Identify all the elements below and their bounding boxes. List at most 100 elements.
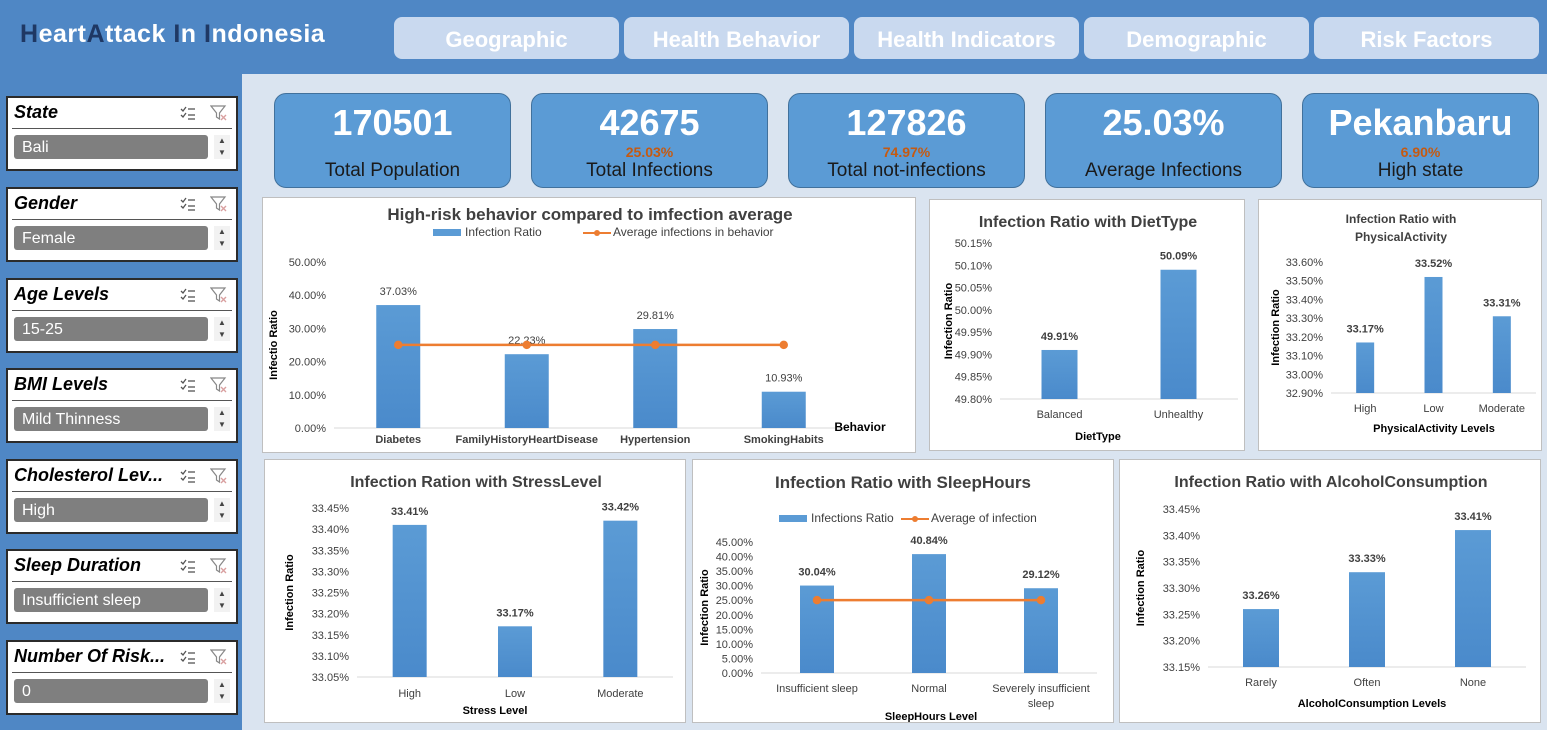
nav-demographic-button[interactable]: Demographic: [1084, 17, 1309, 59]
bar-2[interactable]: [1455, 530, 1491, 667]
chart-stress-level[interactable]: Infection Ration with StressLevel 33.05% 3…: [264, 459, 686, 723]
slicer-selected-item[interactable]: 0: [14, 679, 208, 703]
y-tick-label: 33.45%: [312, 503, 350, 515]
average-marker-1[interactable]: [924, 595, 934, 605]
scroll-down-icon[interactable]: ▼: [218, 601, 226, 610]
bar-0[interactable]: [1356, 342, 1375, 393]
bar-2[interactable]: [1492, 316, 1511, 393]
average-marker-0[interactable]: [812, 595, 822, 605]
slicer-1[interactable]: Gender Female ▲ ▼: [6, 187, 238, 262]
y-tick-label: 33.30%: [1163, 583, 1201, 595]
slicer-4[interactable]: Cholesterol Lev... High ▲ ▼: [6, 459, 238, 534]
clear-filter-icon[interactable]: [210, 557, 228, 575]
chart-sleep-hours[interactable]: Infection Ratio with SleepHours Infection…: [692, 459, 1114, 723]
scroll-up-icon[interactable]: ▲: [218, 680, 226, 689]
y-tick-label: 33.20%: [1286, 332, 1324, 344]
nav-geographic-button[interactable]: Geographic: [394, 17, 619, 59]
multi-select-icon[interactable]: [180, 650, 196, 664]
x-tick-label: Low: [505, 688, 525, 700]
slicer-5[interactable]: Sleep Duration Insufficient sleep ▲ ▼: [6, 549, 238, 624]
slicer-selected-item[interactable]: 15-25: [14, 317, 208, 341]
bar-1[interactable]: [498, 626, 532, 677]
slicer-scrollbar[interactable]: ▲ ▼: [214, 317, 230, 341]
scroll-up-icon[interactable]: ▲: [218, 318, 226, 327]
slicer-scrollbar[interactable]: ▲ ▼: [214, 407, 230, 431]
clear-filter-icon[interactable]: [210, 195, 228, 213]
scroll-up-icon[interactable]: ▲: [218, 408, 226, 417]
multi-select-icon[interactable]: [180, 378, 196, 392]
bar-1[interactable]: [504, 354, 549, 428]
scroll-up-icon[interactable]: ▲: [218, 589, 226, 598]
clear-filter-icon[interactable]: [210, 467, 228, 485]
multi-select-icon[interactable]: [180, 469, 196, 483]
chart-title: Infection Ratio with: [1346, 212, 1457, 226]
bar-0[interactable]: [1243, 609, 1279, 667]
x-tick-label: Moderate: [1479, 403, 1525, 415]
bar-2[interactable]: [603, 520, 638, 677]
bar-0[interactable]: [376, 305, 421, 428]
average-marker-2[interactable]: [651, 340, 660, 350]
bar-1[interactable]: [1160, 269, 1197, 399]
slicer-2[interactable]: Age Levels 15-25 ▲ ▼: [6, 278, 238, 353]
scroll-up-icon[interactable]: ▲: [218, 499, 226, 508]
slicer-3[interactable]: BMI Levels Mild Thinness ▲ ▼: [6, 368, 238, 443]
y-tick-label: 10.00%: [289, 390, 327, 402]
multi-select-icon[interactable]: [180, 559, 196, 573]
slicer-scrollbar[interactable]: ▲ ▼: [214, 498, 230, 522]
chart-title: Infection Ratio with SleepHours: [775, 473, 1031, 492]
x-tick-label: sleep: [1028, 698, 1054, 710]
chart-alcohol-consumption[interactable]: Infection Ratio with AlcoholConsumption 3…: [1119, 459, 1541, 723]
multi-select-icon[interactable]: [180, 106, 196, 120]
slicer-selected-item[interactable]: Mild Thinness: [14, 407, 208, 431]
scroll-down-icon[interactable]: ▼: [218, 330, 226, 339]
legend-label: Infections Ratio: [811, 511, 894, 525]
scroll-down-icon[interactable]: ▼: [218, 420, 226, 429]
average-marker-1[interactable]: [522, 340, 531, 350]
bar-1[interactable]: [1349, 572, 1385, 667]
average-marker-2[interactable]: [1036, 595, 1046, 605]
scroll-up-icon[interactable]: ▲: [218, 136, 226, 145]
x-tick-label: Diabetes: [375, 434, 421, 446]
average-marker-0[interactable]: [394, 340, 403, 350]
chart-physical-activity[interactable]: Infection Ratio with PhysicalActivity 32.9…: [1258, 199, 1542, 451]
clear-filter-icon[interactable]: [210, 104, 228, 122]
slicer-0[interactable]: State Bali ▲ ▼: [6, 96, 238, 171]
scroll-down-icon[interactable]: ▼: [218, 692, 226, 701]
slicer-scrollbar[interactable]: ▲ ▼: [214, 135, 230, 159]
slicer-selected-item[interactable]: High: [14, 498, 208, 522]
slicer-6[interactable]: Number Of Risk... 0 ▲ ▼: [6, 640, 238, 715]
clear-filter-icon[interactable]: [210, 648, 228, 666]
chart-diet-type[interactable]: Infection Ratio with DietType 49.80% 49.85…: [929, 199, 1245, 451]
nav-risk-factors-button[interactable]: Risk Factors: [1314, 17, 1539, 59]
nav-health-behavior-button[interactable]: Health Behavior: [624, 17, 849, 59]
clear-filter-icon[interactable]: [210, 286, 228, 304]
bar-1[interactable]: [912, 554, 946, 673]
multi-select-icon[interactable]: [180, 197, 196, 211]
scroll-down-icon[interactable]: ▼: [218, 239, 226, 248]
bar-0[interactable]: [392, 524, 427, 677]
chart-title: Infection Ratio with DietType: [979, 214, 1197, 231]
slicer-selected-item[interactable]: Female: [14, 226, 208, 250]
slicer-selected-item[interactable]: Insufficient sleep: [14, 588, 208, 612]
scroll-down-icon[interactable]: ▼: [218, 511, 226, 520]
clear-filter-icon[interactable]: [210, 376, 228, 394]
slicer-divider: [12, 672, 232, 673]
y-tick-label: 20.00%: [289, 357, 327, 369]
nav-health-indicators-button[interactable]: Health Indicators: [854, 17, 1079, 59]
average-marker-3[interactable]: [779, 340, 788, 350]
kpi-label: Total Population: [324, 160, 461, 181]
slicer-selected-item[interactable]: Bali: [14, 135, 208, 159]
slicer-scrollbar[interactable]: ▲ ▼: [214, 588, 230, 612]
multi-select-icon[interactable]: [180, 288, 196, 302]
bar-3[interactable]: [761, 391, 806, 428]
chart-high-risk-behavior[interactable]: High-risk behavior compared to imfection…: [262, 197, 916, 453]
scroll-up-icon[interactable]: ▲: [218, 227, 226, 236]
slicer-scrollbar[interactable]: ▲ ▼: [214, 679, 230, 703]
bar-0[interactable]: [1041, 349, 1078, 399]
slicer-title: State: [14, 102, 59, 122]
y-tick-label: 33.25%: [312, 588, 350, 600]
scroll-down-icon[interactable]: ▼: [218, 148, 226, 157]
slicer-scrollbar[interactable]: ▲ ▼: [214, 226, 230, 250]
y-tick-label: 33.40%: [1286, 294, 1324, 306]
bar-1[interactable]: [1424, 276, 1443, 393]
